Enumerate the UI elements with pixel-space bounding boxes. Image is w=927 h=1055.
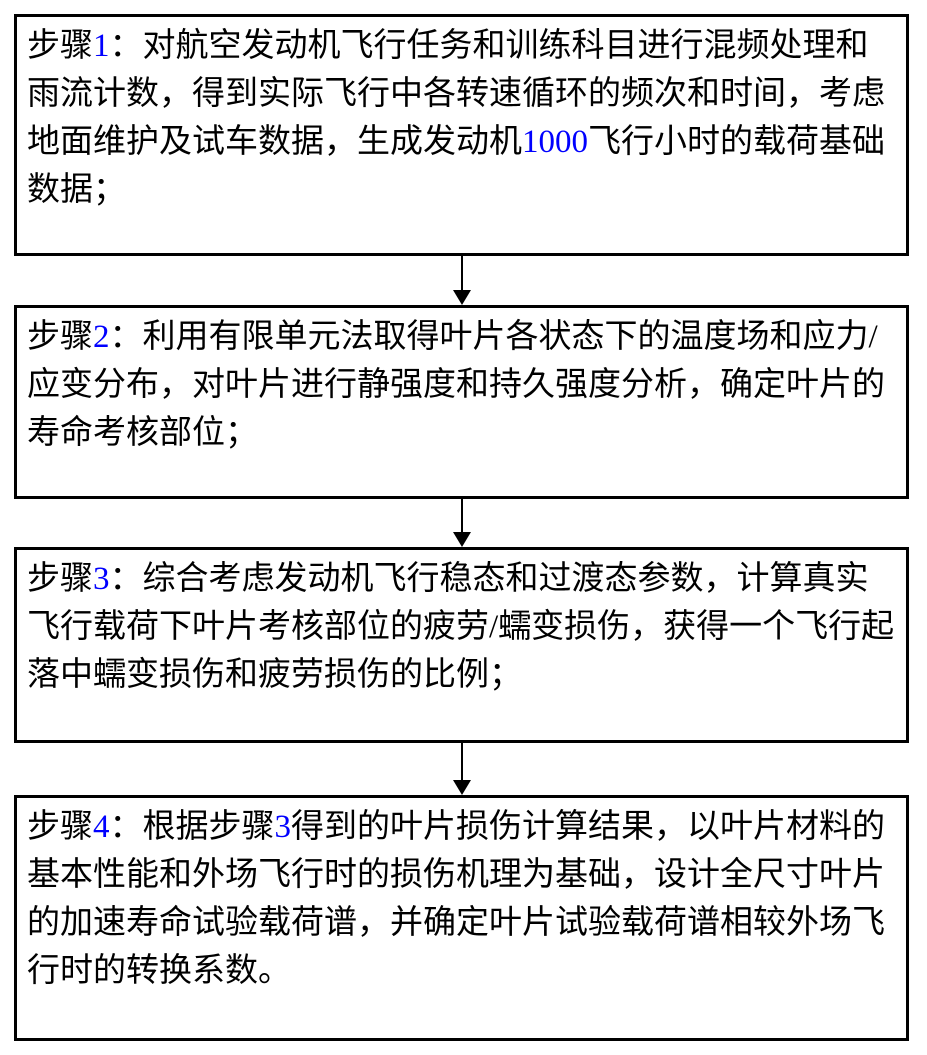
arrow-down-icon	[448, 743, 476, 795]
step-box-4: 步骤4：根据步骤3得到的叶片损伤计算结果，以叶片材料的基本性能和外场飞行时的损伤…	[14, 795, 909, 1041]
step-text-1: 步骤1：对航空发动机飞行任务和训练科目进行混频处理和雨流计数，得到实际飞行中各转…	[27, 23, 896, 214]
step-text-3: 步骤3：综合考虑发动机飞行稳态和过渡态参数，计算真实飞行载荷下叶片考核部位的疲劳…	[27, 556, 896, 700]
arrow-3	[14, 743, 909, 795]
flowchart-container: 步骤1：对航空发动机飞行任务和训练科目进行混频处理和雨流计数，得到实际飞行中各转…	[0, 0, 927, 1055]
step-text-2: 步骤2：利用有限单元法取得叶片各状态下的温度场和应力/应变分布，对叶片进行静强度…	[27, 314, 896, 458]
arrow-down-icon	[448, 499, 476, 547]
arrow-2	[14, 499, 909, 547]
step-box-3: 步骤3：综合考虑发动机飞行稳态和过渡态参数，计算真实飞行载荷下叶片考核部位的疲劳…	[14, 547, 909, 743]
step-text-4: 步骤4：根据步骤3得到的叶片损伤计算结果，以叶片材料的基本性能和外场飞行时的损伤…	[27, 804, 896, 995]
step-box-2: 步骤2：利用有限单元法取得叶片各状态下的温度场和应力/应变分布，对叶片进行静强度…	[14, 305, 909, 499]
arrow-down-icon	[448, 256, 476, 305]
arrow-1	[14, 256, 909, 305]
step-box-1: 步骤1：对航空发动机飞行任务和训练科目进行混频处理和雨流计数，得到实际飞行中各转…	[14, 14, 909, 256]
